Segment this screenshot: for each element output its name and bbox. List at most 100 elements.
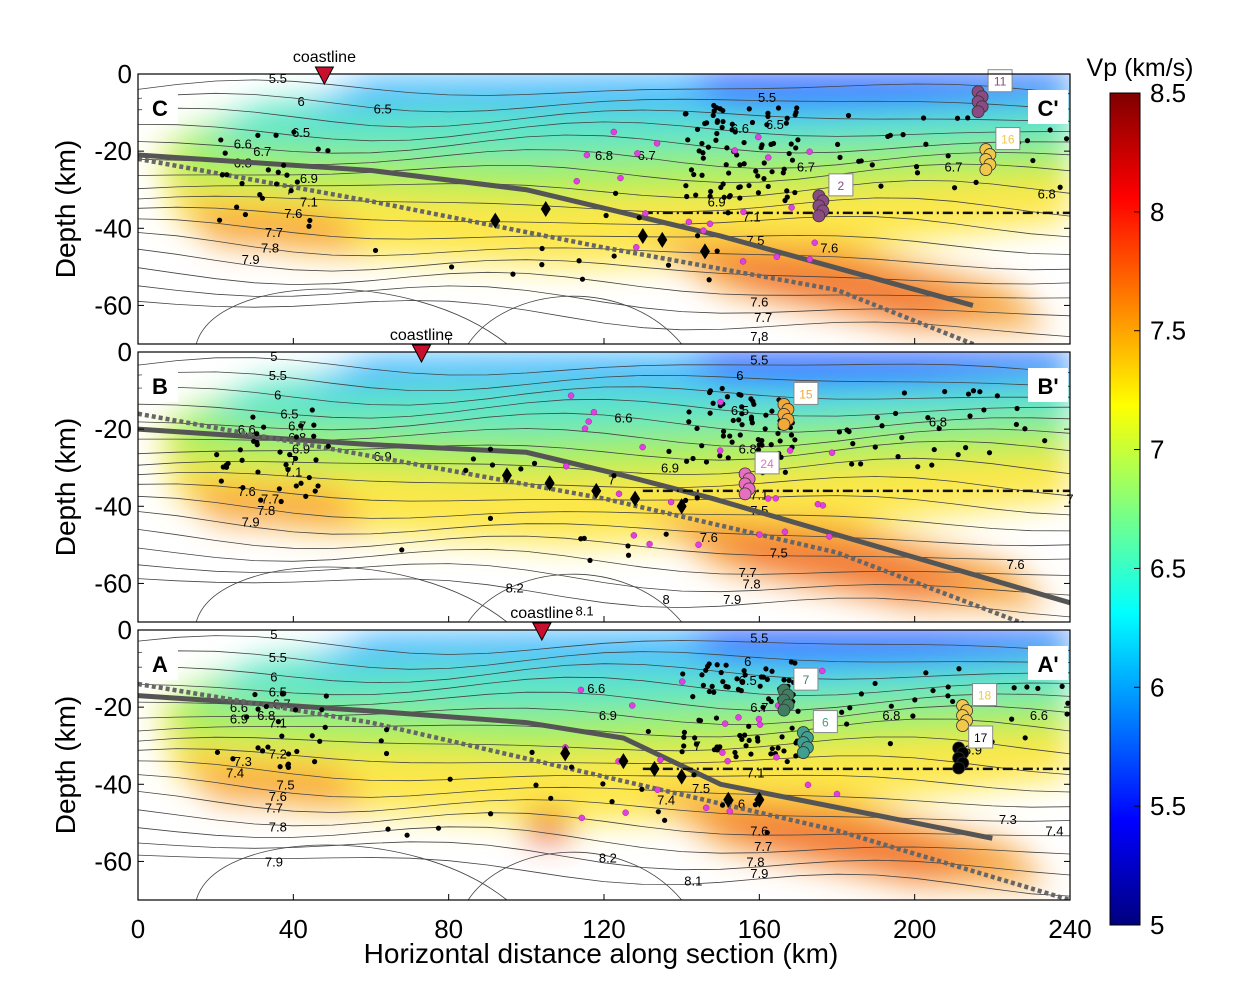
contour-line (138, 705, 1070, 725)
x-tick-label: 200 (893, 914, 936, 944)
earthquake-dot (691, 772, 697, 778)
earthquake-dot (913, 164, 920, 170)
earthquake-dot (761, 176, 767, 182)
earthquake-dot (733, 754, 739, 760)
contour-label: 6.8 (257, 708, 275, 723)
contour-label: 7.9 (242, 515, 260, 530)
earthquake-dot (707, 410, 713, 416)
contour-label: 5.5 (269, 368, 287, 383)
earthquake-dot (710, 400, 716, 406)
earthquake-dot (707, 388, 713, 394)
contour-label: 7.9 (723, 592, 741, 607)
earthquake-dot (288, 188, 294, 194)
earthquake-dot (760, 704, 766, 710)
intraslab-diamond (540, 201, 551, 217)
y-tick-label: -40 (94, 769, 132, 799)
earthquake-dot (683, 497, 689, 503)
clusters: 11 16 2 (812, 69, 1021, 223)
earthquake-star (716, 447, 724, 454)
slab-moho-dotted (138, 156, 980, 344)
contour-line (138, 471, 1070, 497)
earthquake-dot (239, 180, 245, 187)
coastline-marker (314, 66, 335, 86)
intraslab-diamond (723, 791, 734, 808)
earthquake-dot (717, 453, 723, 459)
contour-label: 7.1 (300, 194, 318, 209)
contour-label: 7.5 (692, 781, 710, 796)
earthquake-dot (1024, 684, 1030, 690)
earthquake-dot (576, 258, 582, 264)
earthquake-star (811, 239, 818, 246)
contour-label: 8 (663, 592, 670, 607)
earthquake-dot (711, 689, 717, 695)
velocity-field (157, 352, 1070, 607)
intraslab-diamond (657, 231, 668, 248)
earthquake-dot (487, 446, 494, 452)
earthquake-dot (1059, 683, 1065, 689)
earthquake-star (639, 443, 646, 451)
earthquake-dot (287, 452, 293, 458)
earthquake-dot (874, 414, 880, 421)
earthquake-dot (755, 190, 762, 196)
earthquake-dot (942, 388, 948, 395)
earthquake-dot (746, 723, 752, 729)
earthquake-dot (435, 825, 442, 831)
earthquake-dot (887, 132, 893, 138)
earthquake-dot (872, 680, 878, 687)
earthquake-dot (319, 707, 325, 713)
earthquake-dot (892, 410, 899, 417)
earthquake-dot (636, 215, 642, 221)
earthquake-star (806, 148, 813, 155)
earthquake-dot (688, 167, 695, 173)
earthquake-dot (738, 392, 744, 398)
earthquake-dot (973, 179, 979, 185)
earthquake-dot (742, 732, 748, 738)
cluster-label-box (812, 710, 838, 734)
contour-label: 7.3 (999, 812, 1017, 827)
earthquake-dot (294, 748, 300, 755)
earthquake-dot (792, 437, 798, 443)
earthquake-dot (255, 706, 261, 712)
x-axis-ticks: 0 40 80 120 160 200 240 (131, 914, 1092, 944)
contour-label: 6.7 (797, 160, 815, 175)
contour-label: 7.7 (754, 839, 772, 854)
earthquake-dot (780, 170, 786, 176)
cluster-label: 18 (978, 689, 992, 703)
earthquake-dot (681, 729, 688, 735)
earthquake-dot (237, 447, 243, 453)
earthquake-dot (955, 452, 961, 458)
earthquake-dot (292, 707, 299, 713)
cluster-event (812, 209, 826, 223)
contour-label: 7.8 (746, 854, 764, 869)
earthquake-dot (323, 693, 329, 699)
contour-label: 6.9 (599, 708, 617, 723)
earthquake-dot (694, 233, 701, 239)
earthquake-dot (788, 141, 794, 147)
earthquake-star (695, 541, 702, 549)
contour-label: 6.5 (739, 673, 757, 688)
earthquake-dot (255, 132, 261, 138)
earthquake-dot (749, 119, 756, 126)
earthquake-dot (680, 671, 686, 677)
earthquake-dot (769, 668, 775, 674)
earthquake-dot (518, 466, 524, 472)
contour-line (138, 267, 1070, 299)
earthquake-star (764, 495, 772, 502)
velocity-field-blur (157, 74, 1070, 329)
section-end-label: B' (1037, 374, 1058, 399)
cluster-event (777, 703, 791, 717)
earthquake-dot (724, 394, 731, 400)
earthquake-star (581, 425, 589, 432)
contour-label: 6.8 (595, 148, 613, 163)
earthquake-dot (742, 672, 748, 678)
contour-label: 7.4 (657, 793, 675, 808)
earthquake-dot (925, 415, 931, 421)
earthquake-star (610, 128, 618, 136)
earthquake-star (563, 462, 570, 470)
cluster-event (952, 761, 966, 775)
slab-top-solid (138, 693, 993, 841)
earthquake-dot (858, 691, 865, 697)
earthquake-dot (782, 469, 788, 475)
earthquake-dot (734, 676, 740, 682)
panel-c: 5.566.56.66.76.86.977.17.67.77.87.96.56.… (94, 49, 1071, 345)
